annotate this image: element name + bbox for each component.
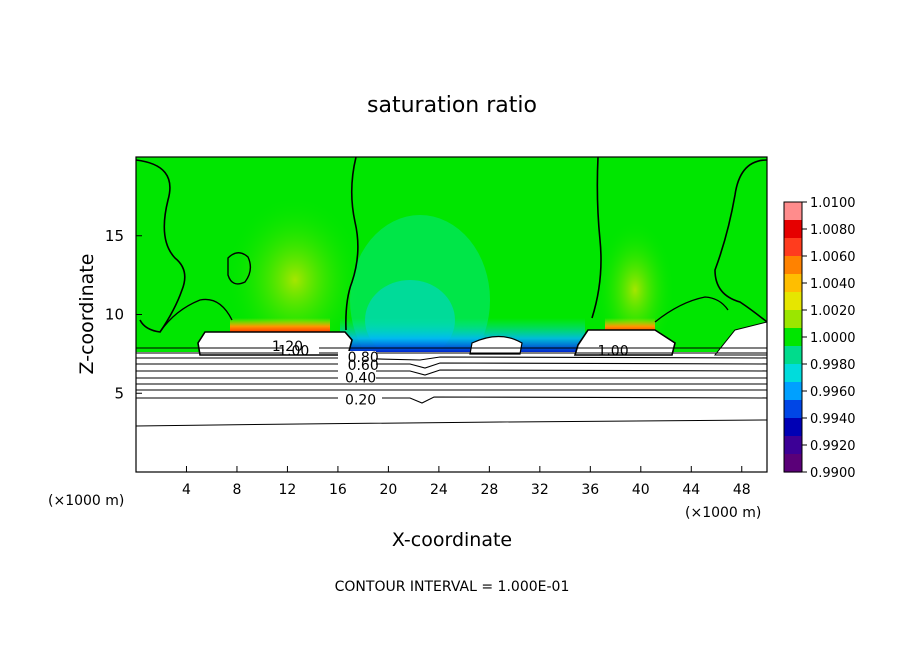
contour-line-5: [136, 369, 767, 376]
y-tick-label: 5: [114, 384, 124, 402]
colorbar-swatch-5: [784, 292, 802, 311]
colorbar-tick-label: 0.9920: [810, 439, 856, 454]
x-tick-label: 48: [733, 482, 751, 498]
colorbar-swatch-8: [784, 346, 802, 365]
hot-edge-left: [230, 318, 330, 332]
plot-area: [136, 157, 767, 472]
contour-1-island: [227, 252, 252, 285]
x-tick-label: 8: [232, 482, 241, 498]
colorbar-swatch-3: [784, 256, 802, 275]
below-cloud-region: [136, 352, 767, 472]
colorbar-swatch-6: [784, 310, 802, 329]
colorbar-swatch-0: [784, 202, 802, 221]
contour-1-lower-right: [654, 296, 729, 323]
x-tick-label: 36: [581, 482, 599, 498]
colorbar-tick-label: 0.9940: [810, 412, 856, 427]
contour-label-knockout-1: [283, 342, 319, 354]
contour-label: 1.00: [278, 344, 309, 360]
colorbar-swatch-13: [784, 436, 802, 455]
x-tick-label: 44: [682, 482, 700, 498]
colorbar-swatch-10: [784, 382, 802, 401]
hot-edge-right: [605, 318, 655, 332]
x-tick-label: 4: [182, 482, 191, 498]
contour-labels: 1.201.00 0.800.600.400.201.00: [272, 339, 629, 409]
colorbar-tick-label: 1.0040: [810, 277, 856, 292]
dry-band: [340, 318, 585, 355]
cloud-region-right: [573, 329, 676, 356]
y-tick-label: 10: [105, 306, 124, 324]
x-tick-label: 16: [329, 482, 347, 498]
colorbar-swatch-4: [784, 274, 802, 293]
contour-interval-note: CONTOUR INTERVAL = 1.000E-01: [335, 579, 570, 595]
x-tick-label: 32: [531, 482, 549, 498]
colorbar-swatch-12: [784, 418, 802, 437]
x-tick-label: 20: [379, 482, 397, 498]
contour-label: 1.20: [272, 339, 303, 355]
colorbar-tick-label: 1.0100: [810, 196, 856, 211]
contour-line-9: [136, 396, 767, 404]
contour-label: 0.80: [348, 350, 379, 366]
colorbar-swatch-14: [784, 454, 802, 473]
x-tick-label: 28: [480, 482, 498, 498]
contour-line-3: [136, 356, 767, 361]
x-tick-label: 12: [279, 482, 297, 498]
contour-label: 1.00: [597, 344, 628, 360]
x-tick-label: 24: [430, 482, 448, 498]
contour-label: 0.60: [348, 358, 379, 374]
contour-line-4: [136, 362, 767, 369]
x-tick-label: 40: [632, 482, 650, 498]
x-axis-label: X-coordinate: [392, 529, 512, 551]
colorbar: 1.0100 1.0080 1.0060 1.0040 1.0020 1.0000 0.99…: [783, 196, 856, 481]
chart-title: saturation ratio: [367, 93, 537, 118]
contour-1-left: [136, 159, 186, 333]
contour-label: 0.20: [345, 393, 376, 409]
contour-1-vertical: [345, 157, 359, 331]
y-tick-label: 15: [105, 227, 124, 245]
x-axis: 4 8 12 16 20 24 28 32 36 40 44 48: [182, 466, 751, 498]
colorbar-swatch-9: [784, 364, 802, 383]
x-unit-right: (×1000 m): [685, 505, 761, 521]
colorbar-tick-label: 0.9900: [810, 466, 856, 481]
colorbar-swatch-7: [784, 328, 802, 347]
contour-1-lower-left: [159, 298, 233, 333]
colorbar-tick-label: 0.9980: [810, 358, 856, 373]
y-axis: 5 10 15: [105, 227, 142, 402]
colorbar-swatch-2: [784, 238, 802, 257]
colorbar-tick-label: 1.0080: [810, 223, 856, 238]
y-axis-label: Z-coordinate: [76, 254, 98, 375]
contour-1-right: [591, 157, 602, 319]
cloud-region-edge: [713, 321, 767, 356]
colorbar-swatch-11: [784, 400, 802, 419]
contour-label: 0.40: [345, 371, 376, 387]
colorbar-tick-label: 1.0060: [810, 250, 856, 265]
contour-1-far-right: [714, 159, 767, 323]
colorbar-tick-label: 1.0000: [810, 331, 856, 346]
colorbar-swatch-1: [784, 220, 802, 239]
colorbar-tick-label: 1.0020: [810, 304, 856, 319]
contour-label-knockout-2: [338, 351, 376, 383]
colorbar-tick-label: 0.9960: [810, 385, 856, 400]
cloud-region-mid: [469, 335, 523, 355]
contour-line-10: [136, 419, 767, 427]
x-unit-left: (×1000 m): [48, 493, 124, 509]
contour-label-knockout-3: [338, 393, 382, 405]
